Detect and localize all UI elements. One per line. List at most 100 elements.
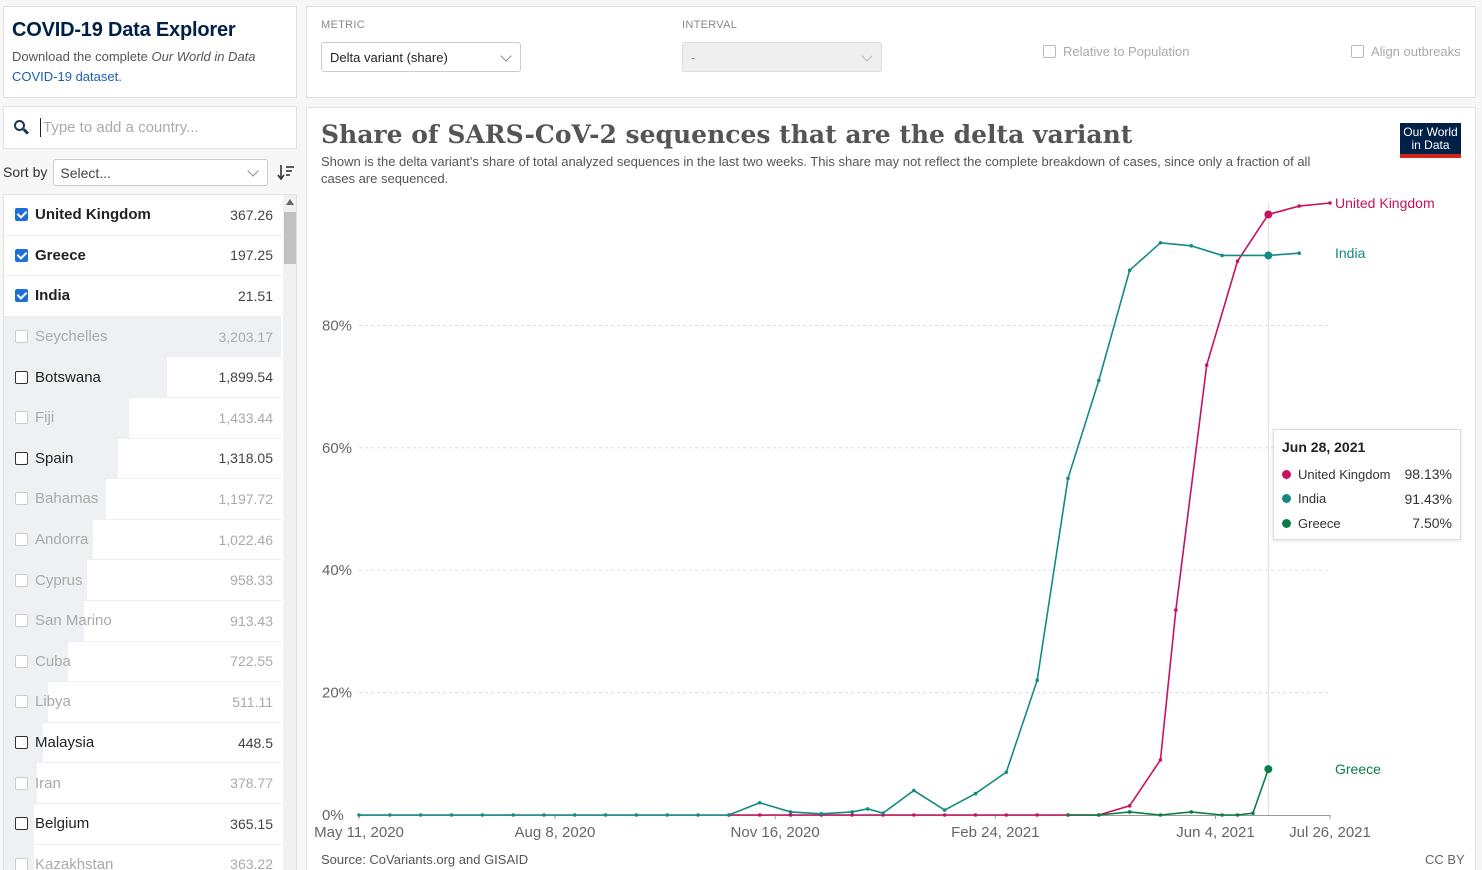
- data-point[interactable]: [1127, 268, 1132, 273]
- data-point[interactable]: [1264, 210, 1273, 219]
- country-checkbox[interactable]: [15, 330, 28, 344]
- country-checkbox[interactable]: [15, 857, 28, 870]
- line-chart[interactable]: 0% 20% 40% 60% 80% May 11, 2020 Aug 8, 2020 Nov…: [307, 108, 1475, 848]
- data-point[interactable]: [603, 813, 608, 817]
- data-point[interactable]: [1264, 251, 1273, 260]
- country-checkbox[interactable]: [15, 492, 28, 506]
- country-checkbox[interactable]: [15, 817, 28, 831]
- data-point[interactable]: [1189, 810, 1194, 814]
- country-row[interactable]: Fiji 1,433.44: [4, 397, 281, 439]
- data-point[interactable]: [1204, 363, 1209, 367]
- license-label[interactable]: CC BY: [1425, 852, 1465, 867]
- country-row[interactable]: Bahamas 1,197.72: [4, 479, 281, 520]
- sort-order-icon[interactable]: [277, 163, 295, 181]
- country-row[interactable]: Kazakhstan 363.22: [4, 844, 281, 870]
- series-line[interactable]: [1067, 768, 1270, 816]
- chart-source[interactable]: Source: CoVariants.org and GISAID: [321, 852, 529, 867]
- country-checkbox[interactable]: [15, 451, 28, 465]
- owid-logo[interactable]: Our World in Data: [1400, 123, 1461, 158]
- data-point[interactable]: [727, 813, 731, 817]
- data-point[interactable]: [1004, 813, 1009, 817]
- data-point[interactable]: [511, 813, 515, 817]
- dataset-link[interactable]: COVID-19 dataset.: [12, 69, 122, 84]
- data-point[interactable]: [388, 813, 392, 817]
- data-point[interactable]: [850, 813, 855, 817]
- series-line[interactable]: [359, 241, 1300, 816]
- relative-checkbox[interactable]: [1043, 45, 1056, 58]
- data-point[interactable]: [1174, 608, 1178, 612]
- relative-to-population-option[interactable]: Relative to Population: [1043, 44, 1189, 59]
- metric-select[interactable]: Delta variant (share): [321, 42, 521, 72]
- data-point[interactable]: [1220, 813, 1224, 817]
- data-point[interactable]: [1297, 251, 1301, 255]
- data-point[interactable]: [357, 813, 361, 817]
- data-point[interactable]: [1158, 813, 1163, 817]
- data-point[interactable]: [1066, 813, 1070, 817]
- data-point[interactable]: [1035, 678, 1039, 683]
- align-outbreaks-option[interactable]: Align outbreaks: [1351, 44, 1461, 59]
- data-point[interactable]: [665, 813, 670, 817]
- country-row[interactable]: United Kingdom 367.26: [4, 195, 281, 236]
- country-row[interactable]: Belgium 365.15: [4, 803, 281, 845]
- data-point[interactable]: [1004, 770, 1009, 774]
- data-point[interactable]: [942, 808, 947, 812]
- series-label[interactable]: Greece: [1335, 761, 1381, 777]
- country-checkbox[interactable]: [15, 776, 28, 790]
- country-row[interactable]: Cyprus 958.33: [4, 560, 281, 601]
- country-row[interactable]: Andorra 1,022.46: [4, 519, 281, 561]
- country-row[interactable]: Seychelles 3,203.17: [4, 316, 281, 358]
- country-row[interactable]: Malaysia 448.5: [4, 722, 281, 764]
- interval-select[interactable]: -: [682, 42, 882, 72]
- series-label[interactable]: India: [1335, 245, 1366, 261]
- data-point[interactable]: [1097, 813, 1101, 817]
- country-checkbox[interactable]: [15, 208, 28, 222]
- country-row[interactable]: Iran 378.77: [4, 763, 281, 804]
- data-point[interactable]: [1066, 476, 1070, 481]
- data-point[interactable]: [1251, 811, 1255, 815]
- country-row[interactable]: Botswana 1,899.54: [4, 357, 281, 398]
- country-checkbox[interactable]: [15, 573, 28, 587]
- data-point[interactable]: [1235, 259, 1240, 263]
- data-point[interactable]: [634, 813, 639, 817]
- data-point[interactable]: [788, 813, 793, 817]
- country-row[interactable]: India 21.51: [4, 276, 281, 317]
- data-point[interactable]: [1189, 244, 1194, 248]
- scrollbar[interactable]: [283, 195, 296, 870]
- country-checkbox[interactable]: [15, 533, 28, 547]
- data-point[interactable]: [1328, 201, 1332, 205]
- series-line[interactable]: [728, 202, 1331, 816]
- search-input[interactable]: [40, 118, 280, 137]
- data-point[interactable]: [819, 811, 824, 816]
- country-checkbox[interactable]: [15, 736, 28, 750]
- data-point[interactable]: [1158, 758, 1163, 762]
- data-point[interactable]: [1097, 378, 1101, 383]
- country-checkbox[interactable]: [15, 289, 28, 303]
- series-label[interactable]: United Kingdom: [1335, 195, 1435, 211]
- data-point[interactable]: [757, 800, 762, 805]
- data-point[interactable]: [449, 813, 454, 817]
- country-checkbox[interactable]: [15, 370, 28, 384]
- scroll-up-arrow-icon[interactable]: [286, 199, 294, 205]
- data-point[interactable]: [418, 813, 423, 817]
- sort-select[interactable]: Select...: [53, 158, 269, 186]
- data-point[interactable]: [973, 813, 978, 817]
- scrollbar-thumb[interactable]: [284, 212, 296, 264]
- country-row[interactable]: Greece 197.25: [4, 236, 281, 277]
- data-point[interactable]: [542, 813, 546, 817]
- country-row[interactable]: Libya 511.11: [4, 682, 281, 723]
- data-point[interactable]: [480, 813, 485, 817]
- data-point[interactable]: [865, 807, 870, 811]
- country-checkbox[interactable]: [15, 411, 28, 425]
- data-point[interactable]: [1127, 804, 1132, 808]
- country-checkbox[interactable]: [15, 248, 28, 262]
- country-row[interactable]: San Marino 913.43: [4, 600, 281, 642]
- data-point[interactable]: [912, 813, 916, 817]
- data-point[interactable]: [912, 788, 916, 793]
- data-point[interactable]: [1235, 813, 1240, 817]
- data-point[interactable]: [1035, 813, 1039, 817]
- country-row[interactable]: Spain 1,318.05: [4, 438, 281, 480]
- data-point[interactable]: [788, 810, 793, 814]
- data-point[interactable]: [973, 791, 978, 796]
- country-checkbox[interactable]: [15, 654, 28, 668]
- data-point[interactable]: [572, 813, 577, 817]
